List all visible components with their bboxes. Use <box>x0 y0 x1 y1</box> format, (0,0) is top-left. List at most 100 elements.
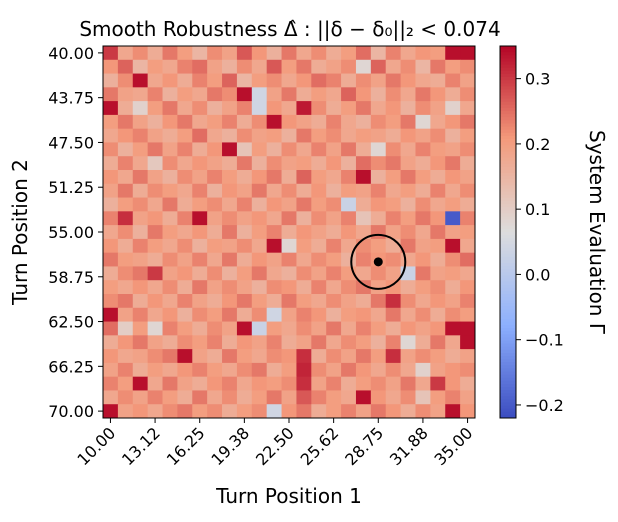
colorbar-segment <box>500 185 516 190</box>
heatmap-cell <box>236 252 253 267</box>
heatmap-cell <box>296 101 312 116</box>
heatmap-cell <box>132 335 149 350</box>
heatmap-cell <box>445 73 461 88</box>
heatmap-cell <box>445 266 461 281</box>
heatmap-cell <box>147 321 163 336</box>
heatmap-cell <box>385 87 401 102</box>
heatmap-cell <box>341 294 357 309</box>
heatmap-cell <box>266 101 282 116</box>
heatmap-cell <box>430 266 446 281</box>
heatmap-cell <box>251 307 268 322</box>
heatmap-cell <box>177 87 193 102</box>
heatmap-cell <box>400 404 416 419</box>
marker-dot <box>373 257 383 267</box>
heatmap-cell <box>355 225 372 240</box>
heatmap-cell <box>445 349 461 364</box>
colorbar-segment <box>500 58 516 62</box>
heatmap-cell <box>355 73 372 88</box>
heatmap-cell <box>370 197 387 212</box>
heatmap-cell <box>281 101 297 116</box>
heatmap-cell <box>355 156 372 171</box>
colorbar-segment <box>500 108 516 112</box>
heatmap-cell <box>266 362 282 378</box>
heatmap-cell <box>415 321 431 336</box>
heatmap-cell <box>445 225 461 240</box>
y-tick-label: 47.50 <box>48 133 94 152</box>
heatmap-cell <box>177 128 193 143</box>
heatmap-cell <box>281 197 297 212</box>
heatmap-cell <box>207 321 223 336</box>
colorbar-segment <box>500 365 516 369</box>
heatmap-cell <box>460 294 476 309</box>
heatmap-cell <box>192 128 208 143</box>
heatmap-cell <box>207 128 223 143</box>
heatmap-cell <box>236 307 253 322</box>
colorbar-segment <box>500 207 516 211</box>
heatmap-cell <box>222 307 238 322</box>
colorbar-segment <box>500 222 516 227</box>
heatmap-cell <box>281 362 297 378</box>
colorbar-segment <box>500 179 516 183</box>
heatmap-cell <box>415 73 431 88</box>
heatmap-cell <box>400 170 416 185</box>
heatmap-cell <box>311 321 327 336</box>
heatmap-cell <box>311 101 327 116</box>
heatmap-cell <box>341 390 357 405</box>
colorbar-segment <box>500 414 516 419</box>
heatmap-cell <box>132 87 149 102</box>
heatmap-cell <box>370 156 387 171</box>
heatmap-cell <box>370 142 387 157</box>
heatmap-cell <box>460 101 476 116</box>
heatmap-cell <box>311 294 327 309</box>
heatmap-cell <box>177 156 193 171</box>
heatmap-cell <box>341 238 357 254</box>
heatmap-cell <box>236 238 253 254</box>
colorbar-segment <box>500 163 516 168</box>
heatmap-cell <box>296 46 312 61</box>
colorbar-segment <box>500 383 516 388</box>
heatmap-cell <box>400 390 416 405</box>
heatmap-cell <box>370 307 387 322</box>
heatmap-cell <box>117 114 134 130</box>
heatmap-cell <box>222 156 238 171</box>
heatmap-cell <box>207 252 223 267</box>
heatmap-cell <box>385 197 401 212</box>
heatmap-cell <box>132 321 149 336</box>
colorbar-segment <box>500 213 516 217</box>
x-tick-label: 35.00 <box>431 423 477 469</box>
heatmap-cell <box>117 238 134 254</box>
colorbar-segment <box>500 191 516 196</box>
heatmap-cell <box>266 335 282 350</box>
x-tick-label: 31.88 <box>386 423 432 469</box>
heatmap-cell <box>266 114 282 130</box>
heatmap-cell <box>162 252 178 267</box>
heatmap-cell <box>103 114 119 130</box>
heatmap-cell <box>400 101 416 116</box>
heatmap-cell <box>103 376 119 391</box>
heatmap-cell <box>147 156 163 171</box>
heatmap-cell <box>192 59 208 74</box>
heatmap-cell <box>370 114 387 130</box>
colorbar-segment <box>500 278 516 283</box>
heatmap-cell <box>192 211 208 226</box>
heatmap-cell <box>281 156 297 171</box>
heatmap-cell <box>266 87 282 102</box>
heatmap-cell <box>326 280 342 295</box>
heatmap-cell <box>103 73 119 88</box>
heatmap-cell <box>147 59 163 74</box>
heatmap-cell <box>132 266 149 281</box>
heatmap-cell <box>207 59 223 74</box>
heatmap-cell <box>460 349 476 364</box>
colorbar-segment <box>500 346 516 351</box>
heatmap-cell <box>117 335 134 350</box>
heatmap-cell <box>281 225 297 240</box>
heatmap-cell <box>385 266 401 281</box>
heatmap-cell <box>132 46 149 61</box>
heatmap-cell <box>385 294 401 309</box>
heatmap-cell <box>355 238 372 254</box>
colorbar-segment <box>500 225 516 230</box>
heatmap-cell <box>222 183 238 198</box>
heatmap-cell <box>147 142 163 157</box>
colorbar-segment <box>500 101 516 106</box>
heatmap-cell <box>251 349 268 364</box>
